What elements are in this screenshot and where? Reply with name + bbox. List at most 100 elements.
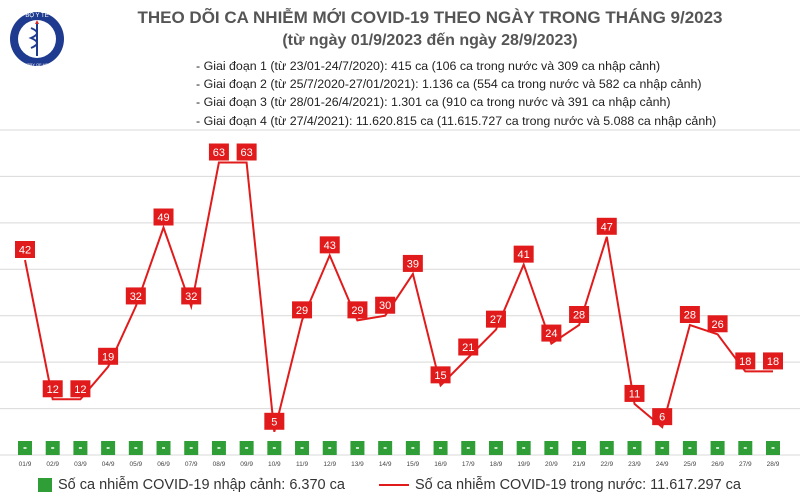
x-tick-label: 08/9 [213, 461, 226, 468]
data-label: 49 [157, 212, 169, 224]
imported-bar-dash [383, 447, 387, 449]
imported-bar-dash [189, 447, 193, 449]
data-label-box [153, 208, 174, 226]
x-tick-label: 20/9 [545, 461, 558, 468]
imported-bar-dash [494, 447, 498, 449]
imported-bar-dash [134, 447, 138, 449]
x-tick-label: 09/9 [240, 461, 253, 468]
imported-bar-dash [439, 447, 443, 449]
imported-bar-dash [245, 447, 249, 449]
x-tick-label: 25/9 [684, 461, 697, 468]
x-tick-label: 01/9 [19, 461, 32, 468]
data-label-box [375, 296, 396, 314]
x-tick-label: 27/9 [739, 461, 752, 468]
imported-bar-dash [577, 447, 581, 449]
x-tick-label: 05/9 [129, 461, 142, 468]
data-label: 26 [711, 319, 723, 331]
data-label-box [569, 306, 590, 323]
imported-bar-dash [300, 447, 304, 449]
x-tick-label: 24/9 [656, 461, 669, 468]
domestic-legend-swatch [378, 484, 409, 486]
imported-bar-dash [660, 447, 664, 449]
imported-bar-dash [605, 447, 609, 449]
imported-bar-dash [217, 447, 221, 449]
data-label: 15 [434, 370, 446, 382]
domestic-legend-label: Số ca nhiễm COVID-19 trong nước: 11.617.… [414, 477, 741, 493]
imported-bar-dash [106, 447, 110, 449]
imported-bar-dash [771, 447, 775, 449]
x-tick-label: 26/9 [711, 461, 724, 468]
data-label: 5 [271, 416, 277, 428]
x-tick-label: 28/9 [767, 461, 780, 468]
x-tick-label: 13/9 [351, 461, 364, 468]
imported-bar-dash [51, 447, 55, 449]
data-label: 47 [601, 221, 613, 233]
phase-notes: - Giai đoạn 1 (từ 23/01-24/7/2020): 415 … [196, 57, 716, 130]
logo-subtext: MINISTRY OF HEALTH [16, 62, 58, 67]
x-tick-label: 12/9 [323, 461, 336, 468]
x-tick-label: 17/9 [462, 461, 475, 468]
data-label-box [125, 287, 146, 305]
data-label: 12 [74, 384, 86, 396]
data-label-box [541, 324, 562, 342]
data-label: 18 [767, 356, 779, 368]
data-label: 6 [659, 412, 665, 424]
data-label-box [70, 380, 91, 398]
data-label-box [42, 380, 63, 398]
data-label: 28 [684, 310, 696, 322]
data-label: 32 [185, 291, 197, 303]
data-label: 63 [213, 147, 225, 159]
data-label-box [319, 236, 340, 254]
data-label-box [347, 301, 368, 319]
chart-title: THEO DÕI CA NHIỄM MỚI COVID-19 THEO NGÀY… [137, 8, 723, 27]
imported-bar-dash [272, 447, 276, 449]
legend: Số ca nhiễm COVID-19 nhập cảnh: 6.370 ca… [38, 474, 741, 496]
data-label-box [735, 352, 756, 370]
data-label: 32 [130, 291, 142, 303]
data-label-box [292, 301, 313, 319]
imported-bar-dash [466, 447, 470, 449]
data-label-box [624, 384, 645, 402]
data-label: 41 [518, 249, 530, 261]
x-tick-label: 11/9 [296, 461, 309, 468]
data-label-box [763, 352, 783, 370]
x-tick-label: 07/9 [185, 461, 198, 468]
x-tick-label: 16/9 [434, 461, 447, 468]
x-tick-label: 15/9 [407, 461, 420, 468]
data-label-box [264, 412, 285, 430]
x-tick-label: 21/9 [573, 461, 586, 468]
imported-bar-dash [411, 447, 415, 449]
data-label: 12 [47, 384, 59, 396]
data-label: 63 [241, 147, 253, 159]
x-tick-label: 04/9 [102, 461, 115, 468]
x-tick-label: 22/9 [600, 461, 613, 468]
ministry-of-health-logo: BỘ Y TẾ MINISTRY OF HEALTH [10, 12, 64, 67]
phase-note-2: - Giai đoạn 2 (từ 25/7/2020-27/01/2021):… [196, 77, 702, 92]
data-label: 18 [739, 356, 751, 368]
data-label-box [15, 241, 35, 258]
imported-bar-dash [522, 447, 526, 449]
data-label: 42 [19, 245, 31, 257]
phase-note-1: - Giai đoạn 1 (từ 23/01-24/7/2020): 415 … [196, 59, 661, 73]
data-label: 19 [102, 351, 114, 363]
phase-note-4: - Giai đoạn 4 (từ 27/4/2021): 11.620.815… [196, 113, 717, 128]
x-tick-label: 23/9 [628, 461, 641, 468]
data-label-box [652, 408, 673, 426]
data-label-box [208, 143, 229, 161]
imported-bar-dash [328, 447, 332, 449]
imported-bar-dash [743, 447, 747, 449]
data-label-box [181, 287, 202, 305]
x-tick-label: 10/9 [268, 461, 281, 468]
data-label: 24 [545, 328, 557, 340]
data-label: 28 [573, 310, 585, 322]
phase-note-3: - Giai đoạn 3 (từ 28/01-26/4/2021): 1.30… [196, 95, 671, 110]
logo-text: BỘ Y TẾ [25, 12, 48, 19]
data-label: 21 [462, 342, 474, 354]
imported-bar-dash [716, 447, 720, 449]
data-label: 29 [296, 305, 308, 317]
data-label: 43 [324, 240, 336, 252]
imported-bar-dash [688, 447, 692, 449]
data-label-box [402, 254, 423, 272]
imported-bar-dash [632, 447, 636, 449]
x-tick-label: 19/9 [517, 461, 530, 468]
